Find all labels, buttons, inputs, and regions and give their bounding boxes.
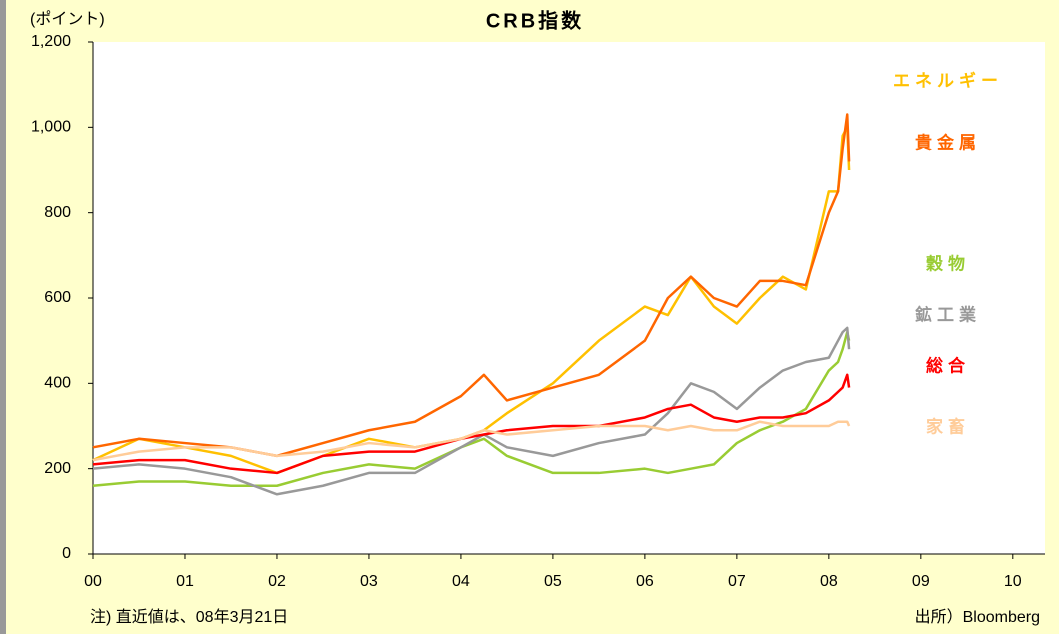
chart-title: CRB指数 [486, 8, 584, 32]
y-tick-label: 200 [44, 460, 71, 477]
plot-area [93, 42, 1045, 554]
series-line [92, 420, 851, 462]
y-tick-label: 0 [62, 545, 71, 562]
legend-label: 鉱工業 [915, 304, 981, 324]
x-tick-label: 00 [84, 573, 102, 590]
x-tick-label: 03 [360, 573, 378, 590]
legend-label: 総合 [926, 355, 970, 375]
series-line [92, 113, 851, 458]
x-tick-label: 05 [544, 573, 562, 590]
legend-label: 家畜 [926, 416, 970, 436]
frame-edge [0, 0, 6, 634]
series-line [92, 326, 851, 496]
x-tick-label: 01 [176, 573, 194, 590]
legend-label: 貴金属 [915, 132, 981, 152]
legend-label: エネルギー [893, 71, 1003, 90]
source: 出所）Bloomberg [915, 608, 1040, 626]
note: 注) 直近値は、08年3月21日 [90, 608, 288, 626]
x-tick-label: 06 [636, 573, 654, 590]
x-tick-label: 08 [820, 573, 838, 590]
x-tick-label: 07 [728, 573, 746, 590]
y-tick-label: 400 [44, 375, 71, 392]
x-tick-label: 04 [452, 573, 470, 590]
y-tick-label: 1,200 [31, 33, 71, 50]
x-tick-label: 10 [1004, 573, 1022, 590]
x-tick-label: 09 [912, 573, 930, 590]
y-tick-label: 800 [44, 204, 71, 221]
y-tick-label: 600 [44, 289, 71, 306]
x-tick-label: 02 [268, 573, 286, 590]
y-tick-label: 1,000 [31, 119, 71, 136]
series-line [92, 330, 851, 487]
series-line [92, 373, 851, 475]
y-axis-label: (ポイント) [30, 10, 105, 28]
legend-label: 穀物 [926, 253, 970, 273]
